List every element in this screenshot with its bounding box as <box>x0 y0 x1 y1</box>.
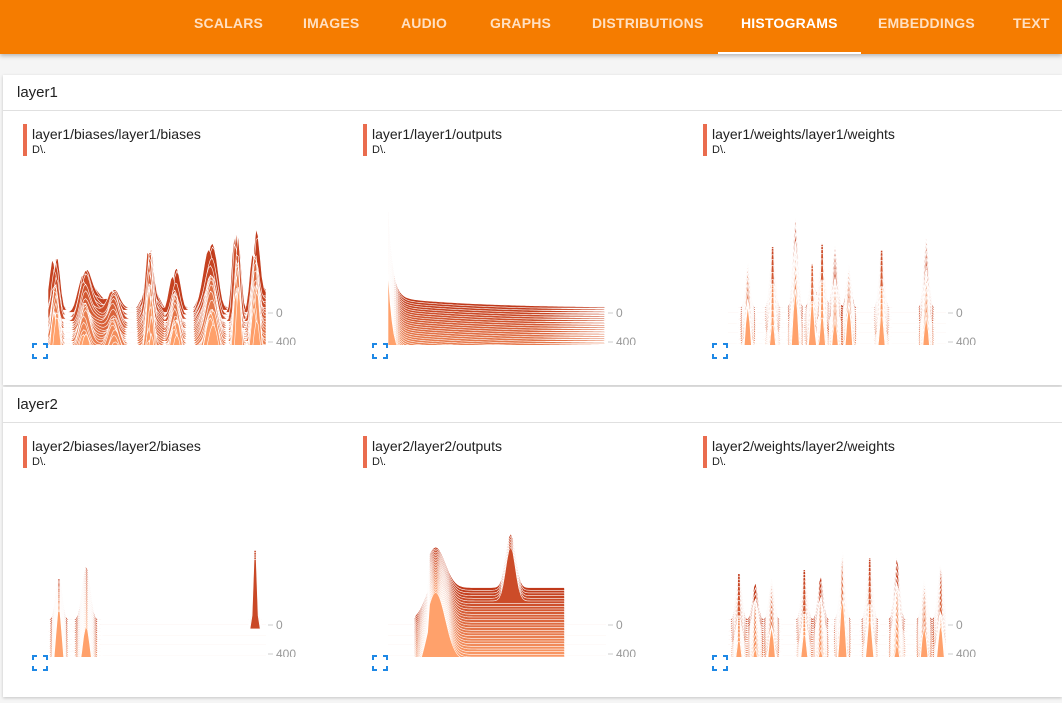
top-navigation-bar: SCALARS IMAGES AUDIO GRAPHS DISTRIBUTION… <box>0 0 1062 54</box>
section-layer1: layer1 layer1/biases/layer1/biases D\. -… <box>3 75 1062 385</box>
histogram-chart: -1.4-1.0-0.6-0.20.20.60400800 <box>727 217 976 345</box>
y-tick-label: 400 <box>616 647 636 657</box>
section-header[interactable]: layer1 <box>3 75 1062 111</box>
card-title: layer1/layer1/outputs <box>372 126 502 142</box>
card-color-bar <box>703 436 707 468</box>
y-tick-label: 0 <box>616 306 623 320</box>
histogram-slice <box>387 216 607 313</box>
fullscreen-icon[interactable] <box>710 653 730 673</box>
card-run-label: D\. <box>712 144 727 156</box>
fullscreen-icon[interactable] <box>370 653 390 673</box>
y-tick-label: 0 <box>956 306 963 320</box>
card-run-label: D\. <box>32 144 47 156</box>
card-title: layer1/weights/layer1/weights <box>712 126 895 142</box>
histogram-slice <box>387 218 607 316</box>
histogram-chart: -2.0-1.00.01.02.00400800 <box>727 552 976 657</box>
histogram-slice <box>735 599 945 657</box>
histogram-slice <box>387 222 607 320</box>
y-tick-label: 400 <box>276 335 296 345</box>
section-header[interactable]: layer2 <box>3 387 1062 423</box>
histogram-slice <box>387 211 607 309</box>
card-run-label: D\. <box>32 456 47 468</box>
tab-distributions[interactable]: DISTRIBUTIONS <box>592 15 704 31</box>
card-title: layer2/weights/layer2/weights <box>712 438 895 454</box>
y-tick-label: 0 <box>276 306 283 320</box>
card-title: layer2/layer2/outputs <box>372 438 502 454</box>
histogram-card: layer1/layer1/outputs D\. 0.00.20.40.60.… <box>343 110 683 375</box>
histogram-slice <box>387 233 607 331</box>
histogram-card: layer2/layer2/outputs D\. -0.8-0.40.00.4… <box>343 422 683 687</box>
tab-text[interactable]: TEXT <box>1013 15 1050 31</box>
histogram-slice <box>387 247 607 345</box>
histogram-slice <box>387 224 607 322</box>
histogram-slice <box>387 242 607 340</box>
tab-audio[interactable]: AUDIO <box>401 15 448 31</box>
y-tick-label: 400 <box>276 647 296 657</box>
fullscreen-icon[interactable] <box>370 341 390 361</box>
fullscreen-icon[interactable] <box>710 341 730 361</box>
card-color-bar <box>363 436 367 468</box>
histogram-slice <box>387 238 607 336</box>
histogram-slice <box>744 289 930 345</box>
histogram-slice <box>53 611 92 657</box>
card-run-label: D\. <box>712 456 727 468</box>
histogram-card: layer2/weights/layer2/weights D\. -2.0-1… <box>683 422 1023 687</box>
histogram-slice <box>387 229 607 327</box>
tab-embeddings[interactable]: EMBEDDINGS <box>878 15 975 31</box>
fullscreen-icon[interactable] <box>30 341 50 361</box>
card-color-bar <box>23 124 27 156</box>
histogram-card: layer1/biases/layer1/biases D\. -0.40-0.… <box>3 110 343 375</box>
histogram-slice <box>387 244 607 342</box>
histogram-chart: -0.26-0.22-0.18-0.14-0.10-0.060400800 <box>47 550 296 657</box>
tab-graphs[interactable]: GRAPHS <box>490 15 552 31</box>
histogram-slice <box>52 286 261 345</box>
histogram-slice <box>417 583 566 657</box>
histogram-chart: -0.40-0.30-0.20-0.100.000.100.200400800 <box>47 228 296 345</box>
histogram-card: layer2/biases/layer2/biases D\. -0.26-0.… <box>3 422 343 687</box>
histogram-slice <box>387 236 607 333</box>
tab-histograms[interactable]: HISTOGRAMS <box>718 0 861 54</box>
y-tick-label: 400 <box>616 335 636 345</box>
histogram-slice <box>727 241 947 316</box>
histogram-slice <box>387 231 607 329</box>
y-tick-label: 0 <box>276 618 283 632</box>
y-tick-label: 0 <box>616 618 623 632</box>
card-color-bar <box>363 124 367 156</box>
tab-images[interactable]: IMAGES <box>303 15 360 31</box>
histogram-slice <box>727 557 947 621</box>
y-tick-label: 400 <box>956 335 976 345</box>
histogram-slice <box>727 232 947 313</box>
y-tick-label: 0 <box>956 618 963 632</box>
section-layer2: layer2 layer2/biases/layer2/biases D\. -… <box>3 387 1062 697</box>
histogram-slice <box>387 240 607 338</box>
histogram-slice <box>49 292 259 345</box>
histogram-slice <box>387 220 607 318</box>
histogram-slice <box>387 271 398 345</box>
histogram-card: layer1/weights/layer1/weights D\. -1.4-1… <box>683 110 1023 375</box>
histogram-slice <box>387 249 606 345</box>
y-tick-label: 400 <box>956 647 976 657</box>
card-title: layer1/biases/layer1/biases <box>32 126 201 142</box>
histogram-slice <box>387 213 607 311</box>
histogram-slice <box>387 227 607 325</box>
card-color-bar <box>703 124 707 156</box>
tab-scalars[interactable]: SCALARS <box>194 15 264 31</box>
card-run-label: D\. <box>372 456 387 468</box>
card-color-bar <box>23 436 27 468</box>
histogram-chart: 0.00.20.40.60.81.01.21.40400800 <box>387 211 636 345</box>
fullscreen-icon[interactable] <box>30 653 50 673</box>
card-run-label: D\. <box>372 144 387 156</box>
histogram-chart: -0.8-0.40.00.40.80400800 <box>387 533 636 657</box>
card-title: layer2/biases/layer2/biases <box>32 438 201 454</box>
histogram-slice <box>421 591 461 657</box>
